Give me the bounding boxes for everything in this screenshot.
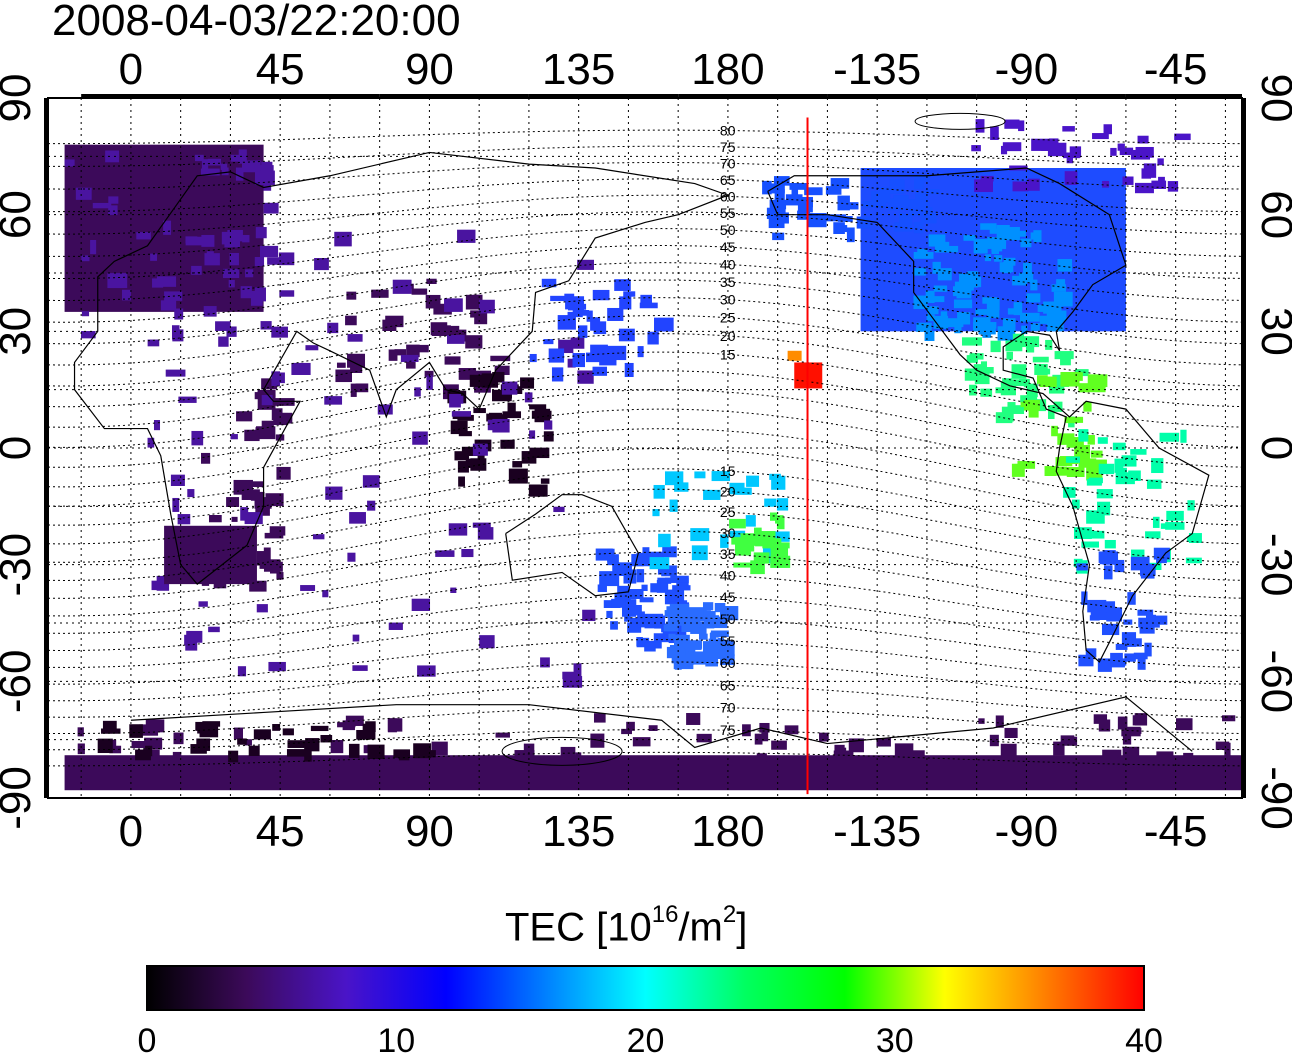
lat-tick-label: 30 [0,307,40,356]
frame-bar [827,94,977,98]
graticule-grid [48,98,1242,798]
lon-tick-labels-top: 0 45 90 135 180 -135 -90 -45 [119,45,1208,94]
colorbar-title: TEC [1016/m2] [505,901,748,950]
contour-label: 70 [720,700,736,716]
contour-label: 30 [720,292,736,308]
frame-bar [528,94,679,98]
contour-label: 45 [720,589,736,605]
contour-label: 35 [720,274,736,290]
lon-tick-label: -90 [995,45,1059,94]
contour-label: 40 [720,256,736,272]
contour-label: 45 [720,239,736,255]
frame-lon-bars [44,94,1246,798]
contour-label: 30 [720,525,736,541]
lon-tick-label: 45 [256,45,305,94]
lon-tick-label: -45 [1144,807,1208,856]
lat-tick-label: 0 [0,436,40,460]
lon-tick-label: -90 [995,807,1059,856]
lon-tick-label: 180 [691,807,764,856]
lat-tick-label: 90 [1252,74,1292,123]
contour-label: 50 [720,222,736,238]
contour-label: 20 [720,483,736,499]
colorbar-tick-label: 0 [138,1022,157,1057]
contour-label: 25 [720,504,736,520]
frame-bar [1125,94,1242,98]
contour-label: 60 [720,188,736,204]
contour-label: 15 [720,346,736,362]
lat-tick-label: -60 [1252,650,1292,714]
contour-label: 35 [720,546,736,562]
contour-label: 55 [720,633,736,649]
lat-tick-label: -90 [0,766,40,830]
lon-tick-label: 90 [405,45,454,94]
lat-tick-label: -30 [0,533,40,597]
lat-tick-label: -90 [1252,766,1292,830]
tec-data-patches [64,119,1242,791]
lon-tick-label: 45 [256,807,305,856]
frame-bar [678,94,828,98]
lat-tick-labels-left: 90 60 30 0 -30 -60 -90 [0,74,40,830]
lat-tick-labels-right: 90 60 30 0 -30 -60 -90 [1252,74,1292,830]
contour-label: 60 [720,655,736,671]
lon-tick-label: 0 [119,807,143,856]
contour-label: 20 [720,328,736,344]
contour-label: 50 [720,611,736,627]
lat-tick-label: 30 [1252,307,1292,356]
contour-label: 40 [720,568,736,584]
lat-tick-label: 60 [0,190,40,239]
frame-bar [379,94,529,98]
contour-labels: 8075706560555045403530252015152025303540… [720,123,736,739]
lat-tick-label: 60 [1252,190,1292,239]
lon-tick-label: 0 [119,45,143,94]
contour-label: 70 [720,155,736,171]
contour-label: 25 [720,310,736,326]
colorbar-tick-label: 10 [377,1022,415,1057]
tec-map-plot: 8075706560555045403530252015152025303540… [48,98,1242,798]
figure-title: 2008-04-03/22:20:00 [52,0,461,45]
colorbar-tick-label: 30 [876,1022,914,1057]
colorbar-tick-labels: 0 10 20 30 40 [138,1022,1163,1057]
contour-label: 65 [720,677,736,693]
lat-tick-label: 90 [0,74,40,123]
lon-tick-labels-bottom: 0 45 90 135 180 -135 -90 -45 [119,807,1208,856]
lat-tick-label: -60 [0,650,40,714]
colorbar-tick-label: 20 [627,1022,665,1057]
magnetic-latitude-contours [48,112,1242,767]
lon-tick-label: -45 [1144,45,1208,94]
contour-label: 15 [720,463,736,479]
contour-label: 55 [720,205,736,221]
contour-label: 75 [720,722,736,738]
frame-bar [81,94,231,98]
lon-tick-label: -135 [833,45,921,94]
lon-tick-label: 135 [542,45,615,94]
lon-tick-label: 90 [405,807,454,856]
colorbar-tick-label: 40 [1125,1022,1163,1057]
colorbar [146,965,1145,1011]
frame-bar [1242,98,1246,798]
lon-tick-label: 180 [691,45,764,94]
contour-label: 80 [720,123,736,139]
frame-bar [976,94,1126,98]
lon-tick-label: 135 [542,807,615,856]
contour-label: 65 [720,172,736,188]
contour-label: 75 [720,139,736,155]
frame-bar [230,94,380,98]
lat-tick-label: -30 [1252,533,1292,597]
frame-bar [44,98,48,798]
lat-tick-label: 0 [1252,436,1292,460]
lon-tick-label: -135 [833,807,921,856]
